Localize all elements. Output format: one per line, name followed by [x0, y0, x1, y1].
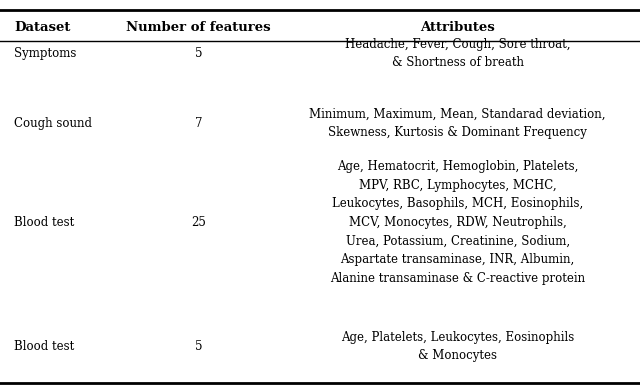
Text: Alanine transaminase & C-reactive protein: Alanine transaminase & C-reactive protei…	[330, 272, 585, 285]
Text: Age, Hematocrit, Hemoglobin, Platelets,: Age, Hematocrit, Hemoglobin, Platelets,	[337, 160, 579, 173]
Text: 7: 7	[195, 116, 202, 130]
Text: Skewness, Kurtosis & Dominant Frequency: Skewness, Kurtosis & Dominant Frequency	[328, 126, 587, 139]
Text: Attributes: Attributes	[420, 21, 495, 34]
Text: MPV, RBC, Lymphocytes, MCHC,: MPV, RBC, Lymphocytes, MCHC,	[359, 179, 556, 192]
Text: 5: 5	[195, 47, 202, 60]
Text: Minimum, Maximum, Mean, Standarad deviation,: Minimum, Maximum, Mean, Standarad deviat…	[309, 107, 606, 120]
Text: 25: 25	[191, 216, 206, 229]
Text: 5: 5	[195, 340, 202, 353]
Text: Leukocytes, Basophils, MCH, Eosinophils,: Leukocytes, Basophils, MCH, Eosinophils,	[332, 197, 583, 211]
Text: Aspartate transaminase, INR, Albumin,: Aspartate transaminase, INR, Albumin,	[340, 253, 575, 266]
Text: MCV, Monocytes, RDW, Neutrophils,: MCV, Monocytes, RDW, Neutrophils,	[349, 216, 566, 229]
Text: Number of features: Number of features	[126, 21, 271, 34]
Text: Headache, Fever, Cough, Sore throat,: Headache, Fever, Cough, Sore throat,	[345, 38, 570, 51]
Text: & Monocytes: & Monocytes	[418, 349, 497, 362]
Text: Blood test: Blood test	[14, 216, 74, 229]
Text: & Shortness of breath: & Shortness of breath	[392, 56, 524, 69]
Text: Age, Platelets, Leukocytes, Eosinophils: Age, Platelets, Leukocytes, Eosinophils	[341, 330, 574, 344]
Text: Dataset: Dataset	[14, 21, 70, 34]
Text: Blood test: Blood test	[14, 340, 74, 353]
Text: Cough sound: Cough sound	[14, 116, 92, 130]
Text: Urea, Potassium, Creatinine, Sodium,: Urea, Potassium, Creatinine, Sodium,	[346, 235, 570, 248]
Text: Symptoms: Symptoms	[14, 47, 76, 60]
